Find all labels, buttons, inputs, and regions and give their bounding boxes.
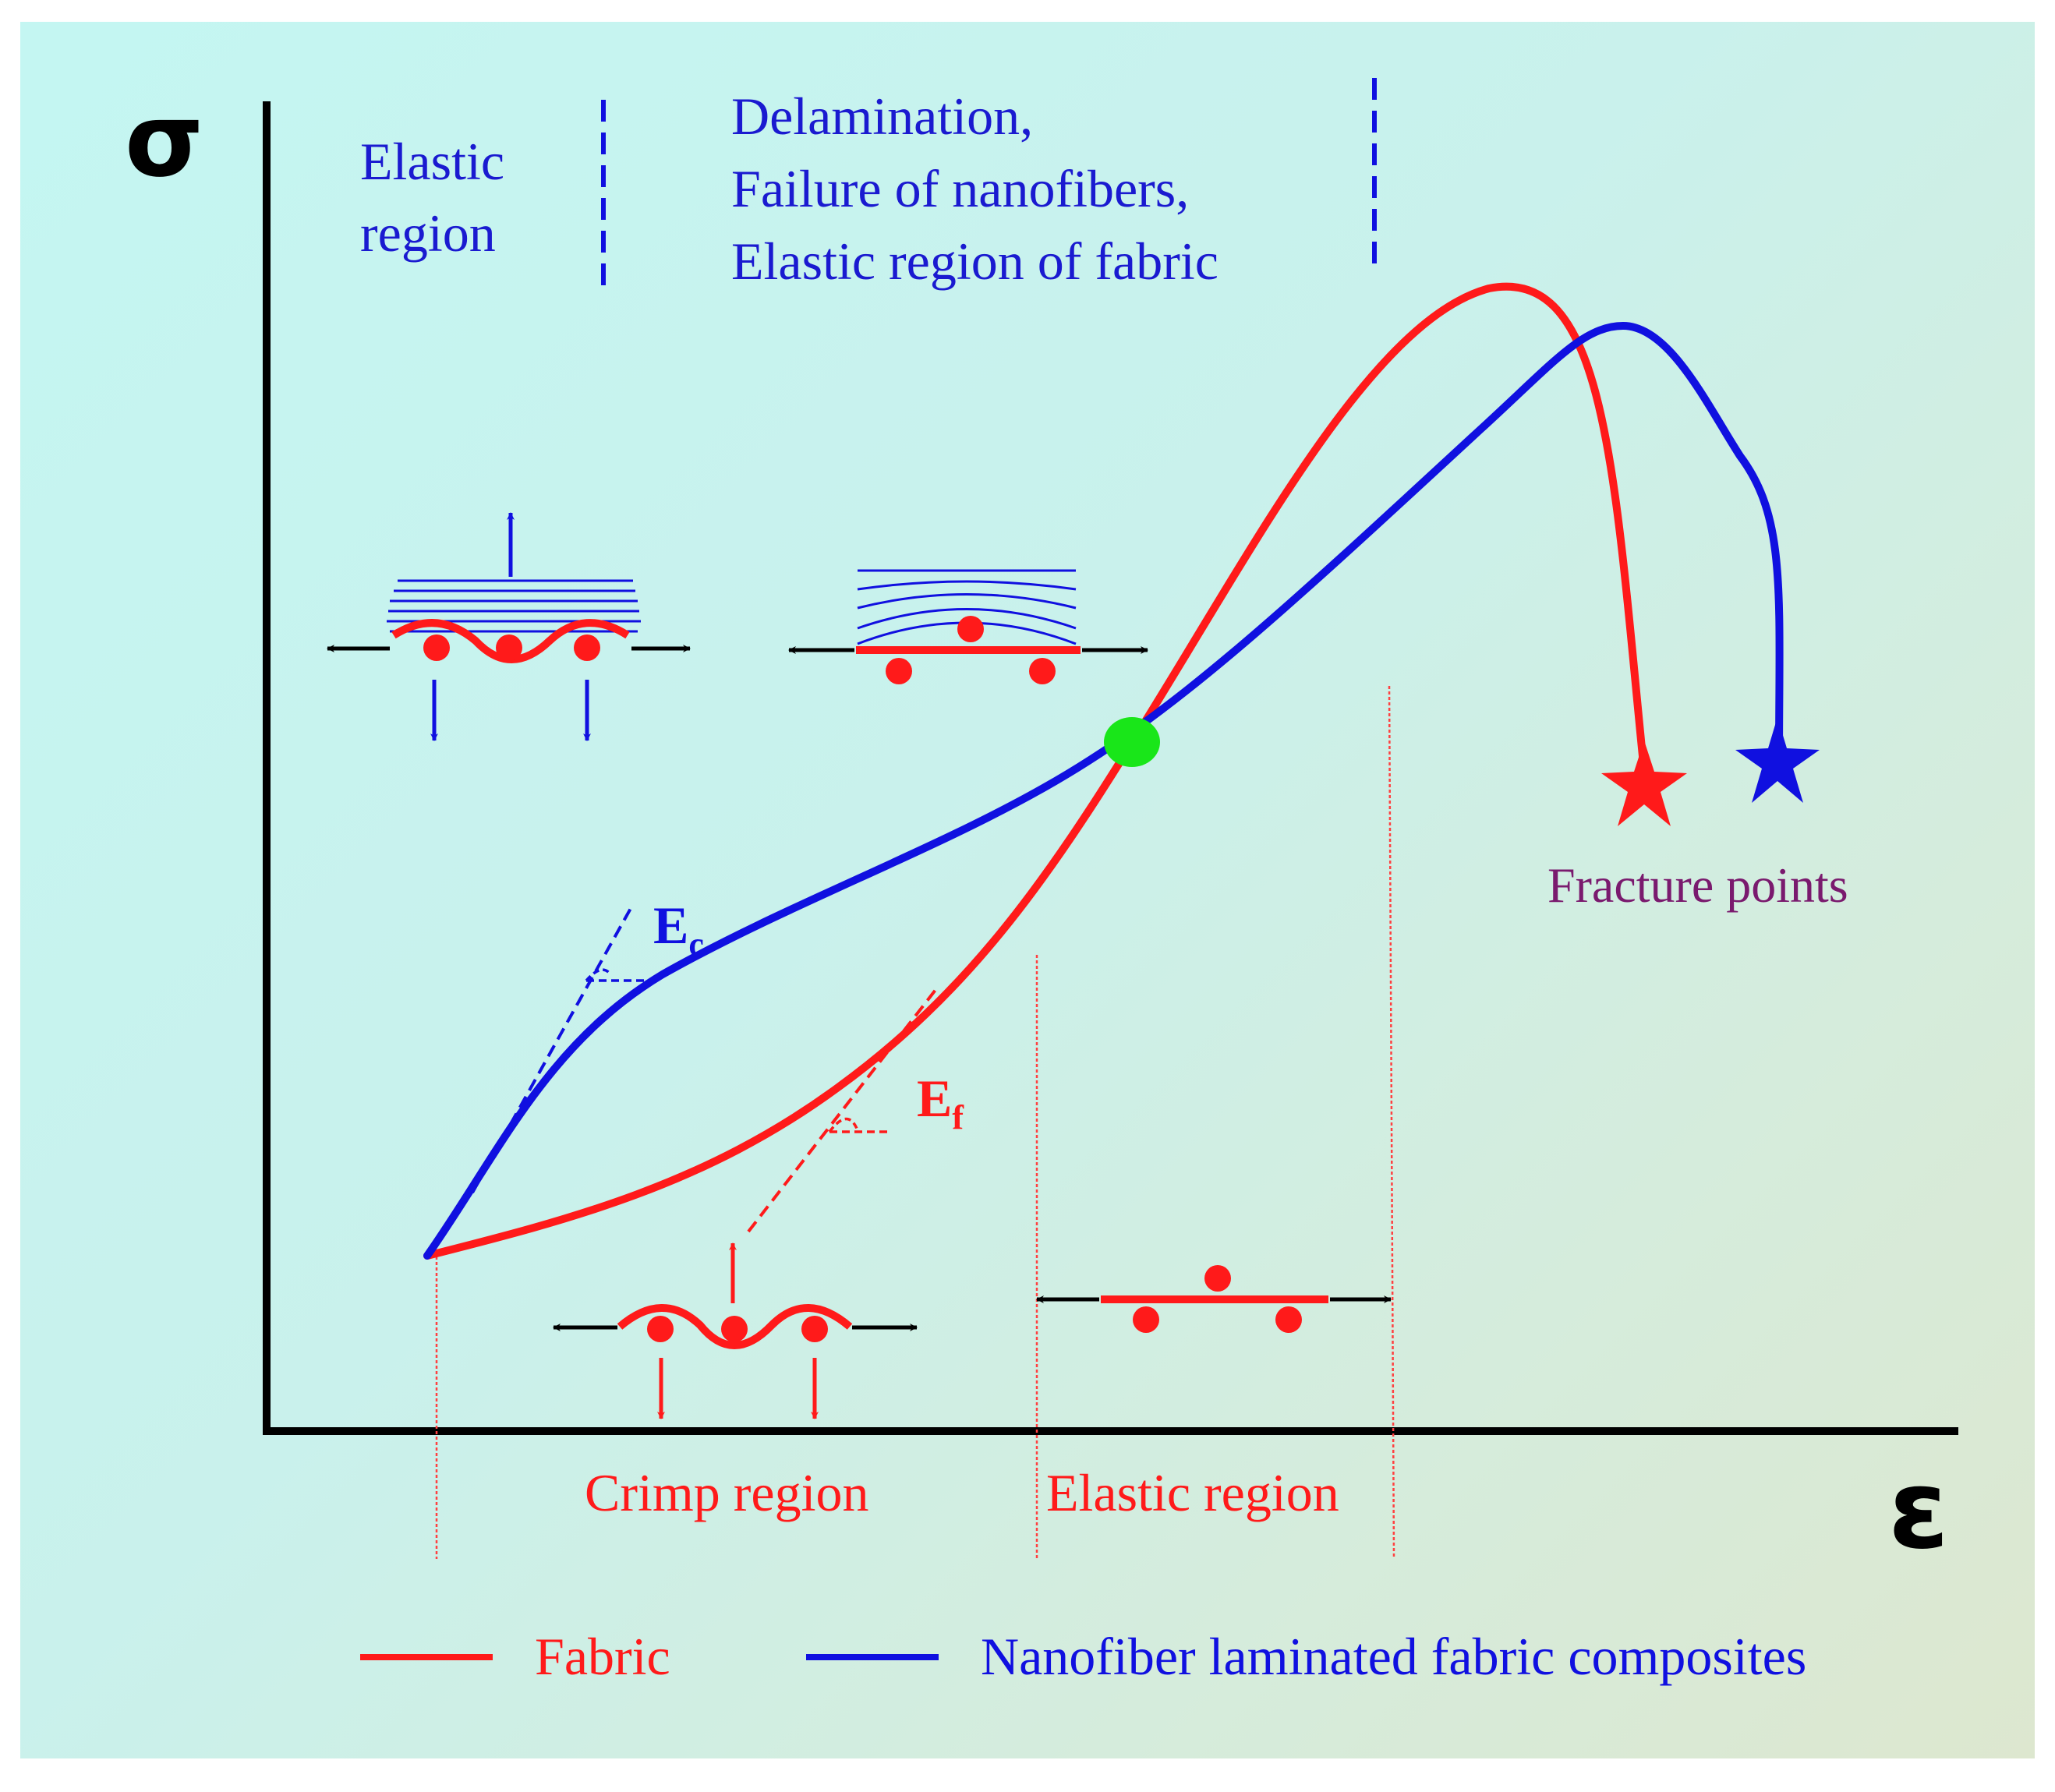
nanofiber-layer-3 [857,593,1077,610]
fiber-cross-section [1275,1306,1302,1333]
fabric-slope-angle [828,1117,859,1133]
figure-background [20,22,2035,1758]
elastic-region-label: Elastic region [1046,1463,1339,1522]
delamination-line-1: Delamination, [731,87,1033,146]
fiber-cross-section [886,658,912,684]
composite-slope-tangent [471,903,635,1193]
fabric-curve [423,282,1647,1260]
legend: Fabric Nanofiber laminated fabric compos… [360,1627,1806,1686]
delamination-annotation: Delamination, Failure of nanofibers, Ela… [731,87,1218,291]
elastic-region-line-2: region [360,203,496,263]
crossing-point [1104,717,1160,767]
composite-straight-icon [788,569,1148,684]
fabric-modulus-sub: f [952,1098,964,1136]
crimped-yarn [617,1304,853,1349]
fiber-cross-section [1204,1265,1231,1292]
elastic-region-line-1: Elastic [360,132,504,191]
fiber-cross-section [647,1316,674,1342]
composite-curve [423,321,1784,1260]
region-boundary-elastic-end [1388,685,1395,1560]
fiber-cross-section [423,634,450,661]
fabric-modulus-base: E [917,1069,952,1128]
composite-slope-angle [585,968,612,982]
y-axis-symbol: σ [125,81,203,200]
fiber-cross-section [801,1316,828,1342]
fabric-modulus-label: Ef [917,1069,964,1136]
fabric-fracture-star [1601,740,1687,826]
delamination-line-2: Failure of nanofibers, [731,159,1189,218]
fiber-cross-section [721,1316,748,1342]
fabric-straight-icon [1036,1265,1392,1333]
delamination-line-3: Elastic region of fabric [731,232,1218,291]
composite-modulus-base: E [653,896,688,955]
x-axis-symbol: ε [1888,1447,1949,1574]
fiber-cross-section [1029,658,1056,684]
fiber-cross-section [1133,1306,1159,1333]
composite-modulus-label: Ec [653,896,704,963]
legend-label-fabric: Fabric [535,1627,670,1686]
fiber-cross-section [957,616,984,642]
legend-label-composite: Nanofiber laminated fabric composites [981,1627,1806,1686]
composite-fracture-star [1735,717,1820,803]
nanofiber-layer-4 [857,608,1077,630]
fiber-cross-section [496,634,522,661]
fracture-points-label: Fracture points [1547,857,1848,913]
fabric-crimp-icon [553,1242,918,1419]
fiber-cross-section [574,634,600,661]
elastic-region-annotation: Elastic region [360,132,518,263]
nanofiber-layer-2 [857,580,1077,591]
crimp-region-label: Crimp region [585,1463,869,1522]
composite-crimp-icon [327,512,691,741]
